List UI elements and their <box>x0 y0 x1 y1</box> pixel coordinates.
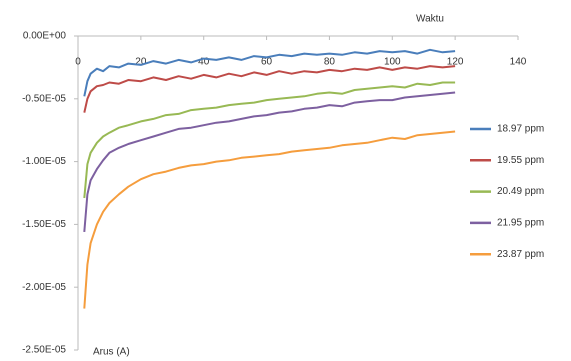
x-tick-label: 40 <box>198 57 210 68</box>
y-axis-title: Arus (A) <box>93 347 130 358</box>
legend-label: 18.97 ppm <box>497 124 544 135</box>
x-tick-label: 140 <box>510 57 527 68</box>
series-line <box>83 48 456 97</box>
legend-label: 19.55 ppm <box>497 155 544 166</box>
legend-label: 20.49 ppm <box>497 186 544 197</box>
legend-label: 21.95 ppm <box>497 218 544 229</box>
series-line <box>83 130 456 309</box>
y-tick-label: -2.50E-05 <box>22 345 66 356</box>
x-tick-label: 100 <box>384 57 401 68</box>
legend-label: 23.87 ppm <box>497 249 544 260</box>
y-tick-label: -0.50E-05 <box>22 93 66 104</box>
series-line <box>83 81 456 199</box>
y-tick-label: -1.50E-05 <box>22 219 66 230</box>
series-line <box>83 91 456 232</box>
x-tick-label: 0 <box>75 57 81 68</box>
y-tick-label: -1.00E-05 <box>22 156 66 167</box>
y-tick-label: -2.00E-05 <box>22 282 66 293</box>
x-tick-label: 60 <box>261 57 273 68</box>
series-line <box>83 65 456 113</box>
y-tick-label: 0.00E+00 <box>23 31 67 42</box>
x-tick-label: 20 <box>135 57 147 68</box>
x-tick-label: 80 <box>324 57 336 68</box>
x-tick-label: 120 <box>447 57 464 68</box>
x-axis-title: Waktu <box>416 14 444 25</box>
